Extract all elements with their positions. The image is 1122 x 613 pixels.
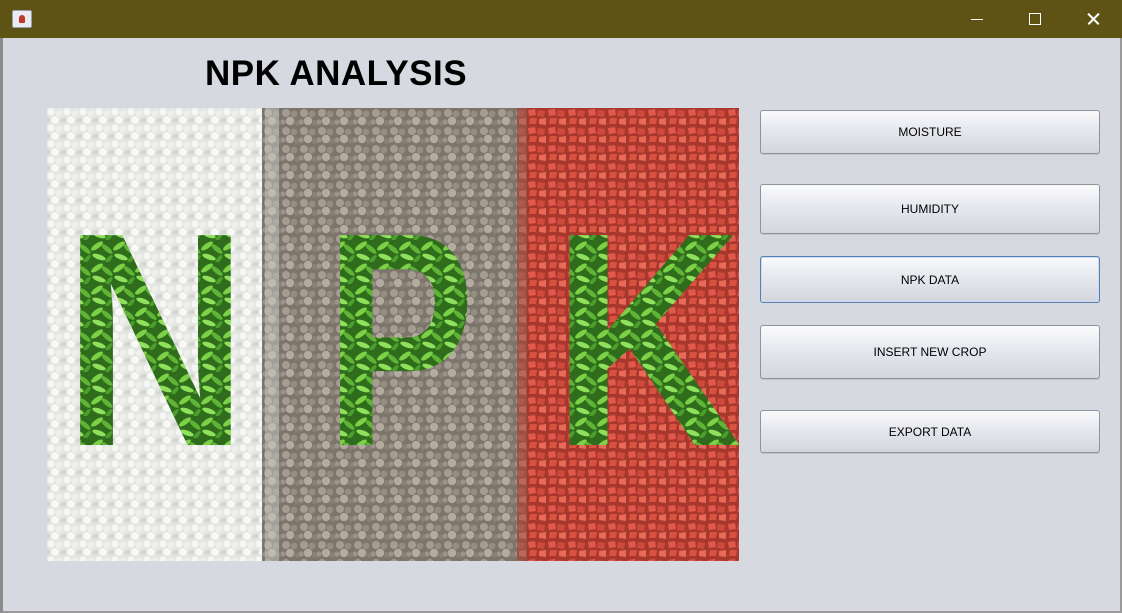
letter-k: K — [552, 169, 739, 510]
letter-n: N — [63, 169, 248, 510]
insert-new-crop-button[interactable]: INSERT NEW CROP — [760, 325, 1100, 379]
close-button[interactable] — [1064, 0, 1122, 38]
export-data-button[interactable]: EXPORT DATA — [760, 410, 1100, 453]
page-title: NPK ANALYSIS — [205, 54, 468, 93]
window-frame — [0, 38, 1122, 613]
humidity-button[interactable]: HUMIDITY — [760, 184, 1100, 234]
maximize-icon — [1029, 13, 1041, 25]
maximize-button[interactable] — [1006, 0, 1064, 38]
npk-data-button[interactable]: NPK DATA — [760, 256, 1100, 303]
letter-p: P — [325, 169, 475, 510]
moisture-button[interactable]: MOISTURE — [760, 110, 1100, 154]
window-titlebar[interactable] — [0, 0, 1122, 38]
java-cup-icon[interactable] — [12, 10, 32, 28]
minimize-icon — [971, 19, 983, 20]
minimize-button[interactable] — [948, 0, 1006, 38]
npk-fertilizer-image: N P K — [47, 108, 739, 561]
